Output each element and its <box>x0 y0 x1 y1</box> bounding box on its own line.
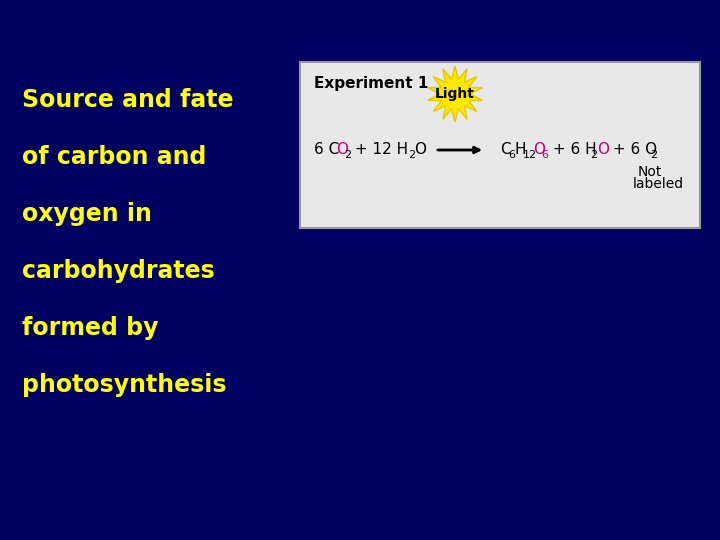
Text: 2: 2 <box>408 150 415 160</box>
Text: Source and fate: Source and fate <box>22 88 233 112</box>
Text: photosynthesis: photosynthesis <box>22 373 227 397</box>
Text: Not: Not <box>638 165 662 179</box>
Text: 2: 2 <box>650 150 657 160</box>
Text: H: H <box>515 143 526 158</box>
Text: C: C <box>500 143 510 158</box>
Text: Light: Light <box>435 87 475 101</box>
Text: 6: 6 <box>541 150 548 160</box>
Text: + 12 H: + 12 H <box>350 143 408 158</box>
Text: O: O <box>533 143 545 158</box>
Text: + 6 H: + 6 H <box>548 143 597 158</box>
Text: O: O <box>597 143 609 158</box>
Text: 2: 2 <box>590 150 597 160</box>
Text: 2: 2 <box>344 150 351 160</box>
Text: carbohydrates: carbohydrates <box>22 259 215 283</box>
Text: 6 C: 6 C <box>314 143 339 158</box>
Text: O: O <box>414 143 426 158</box>
Text: 12: 12 <box>523 150 537 160</box>
FancyBboxPatch shape <box>300 62 700 228</box>
Text: formed by: formed by <box>22 316 158 340</box>
Text: 6: 6 <box>508 150 515 160</box>
Text: oxygen in: oxygen in <box>22 202 152 226</box>
Text: Experiment 1: Experiment 1 <box>314 76 428 91</box>
Polygon shape <box>428 66 482 122</box>
Text: labeled: labeled <box>633 177 684 191</box>
Text: + 6 O: + 6 O <box>608 143 657 158</box>
Text: O: O <box>336 143 348 158</box>
Text: of carbon and: of carbon and <box>22 145 207 169</box>
